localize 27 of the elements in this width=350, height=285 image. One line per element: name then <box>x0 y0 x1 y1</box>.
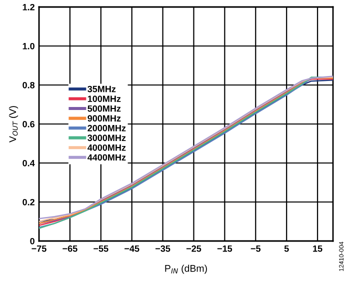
y-tick-label: 1.0 <box>22 42 34 50</box>
x-tick-label: −75 <box>32 246 46 252</box>
x-tick-label: −65 <box>62 245 78 252</box>
legend-label: 500MHz <box>88 105 121 112</box>
legend-label: 100MHz <box>88 96 121 102</box>
y-tick-label: 0.4 <box>22 160 35 166</box>
legend-label: 900MHz <box>88 115 121 122</box>
x-tick-label: −45 <box>124 246 140 252</box>
y-tick-label: 0 <box>30 238 34 244</box>
x-tick-label: −15 <box>217 246 232 252</box>
x-axis-title: P$_{IN}$ (dBm) <box>165 264 207 274</box>
legend-label: 35MHz <box>88 86 116 92</box>
x-tick-label: 15 <box>313 246 322 252</box>
x-tick-label: −25 <box>186 245 202 252</box>
y-tick-label: 0.2 <box>22 198 34 206</box>
legend-label: 4400MHz <box>87 154 126 161</box>
y-tick-label: 1.2 <box>22 4 34 10</box>
x-tick-label: −5 <box>250 246 261 252</box>
legend-label: 3000MHz <box>88 134 126 142</box>
legend-label: 4000MHz <box>87 144 126 151</box>
y-axis-title: V$_{OUT}$ (V) <box>8 106 18 142</box>
legend-label: 2000MHz <box>88 124 126 132</box>
y-tick-label: 0.6 <box>22 120 35 128</box>
x-tick-label: −35 <box>156 245 170 252</box>
x-tick-label: −55 <box>94 246 108 252</box>
y-tick-label: 0.8 <box>22 82 35 88</box>
x-tick-label: 5 <box>284 246 289 252</box>
